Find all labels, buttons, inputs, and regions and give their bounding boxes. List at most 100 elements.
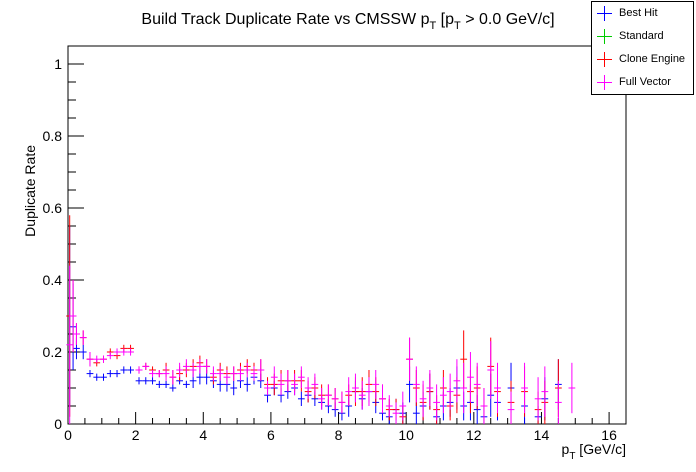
x-tick-label: 4: [199, 427, 207, 443]
data-point: [243, 362, 251, 378]
data-point: [120, 348, 128, 356]
data-point: [521, 362, 528, 414]
legend-label: Full Vector: [619, 76, 671, 88]
legend-marker-icon: [597, 6, 612, 21]
chart-title: Build Track Duplicate Rate vs CMSSW pT […: [141, 11, 554, 32]
data-point: [79, 330, 87, 345]
y-axis-label: Duplicate Rate: [22, 145, 38, 237]
x-axis-label: pT [GeV/c]: [562, 441, 626, 462]
plot-axes: [67, 45, 627, 425]
data-point: [480, 388, 488, 424]
data-point: [291, 373, 298, 396]
plot-frame: [67, 45, 627, 425]
legend-marker-icon: [597, 52, 612, 67]
data-point: [210, 366, 217, 381]
data-point: [162, 380, 170, 388]
data-point: [182, 380, 190, 388]
y-tick-label: 0.6: [43, 200, 63, 216]
axis-ticks: 0 2 4 6 8 10 12 14 16 0 0.2 0.4 0.6 0.8 1: [43, 45, 627, 443]
data-point: [73, 323, 80, 345]
data-point: [379, 384, 386, 414]
data-point: [284, 370, 292, 392]
data-point: [264, 380, 271, 396]
data-point: [155, 380, 163, 388]
data-point: [230, 366, 238, 381]
data-point: [237, 366, 244, 381]
data-point: [270, 366, 278, 388]
data-point: [473, 362, 481, 406]
data-point: [155, 370, 163, 378]
data-point: [419, 380, 427, 417]
data-point: [453, 359, 461, 403]
y-tick-label: 0: [54, 416, 62, 432]
y-tick-label: 0.8: [43, 128, 63, 144]
data-point: [135, 366, 143, 374]
legend-item-best-hit: Best Hit: [592, 4, 693, 26]
data-point: [169, 370, 177, 385]
data-point: [127, 348, 134, 356]
data-point: [86, 370, 94, 378]
data-point: [534, 377, 542, 421]
data-point: [203, 359, 211, 374]
data-point: [182, 359, 190, 374]
data-point: [100, 355, 107, 363]
y-tick-label: 1: [54, 56, 62, 72]
data-point: [372, 370, 380, 399]
data-point: [243, 377, 251, 392]
data-point: [568, 362, 576, 414]
data-point: [433, 384, 440, 421]
data-point: [223, 370, 231, 385]
series-clone-engine: [66, 215, 562, 424]
data-point: [250, 366, 258, 381]
data-point: [149, 377, 156, 385]
legend-item-clone-engine: Clone Engine: [592, 50, 693, 72]
data-point: [460, 362, 468, 414]
data-point: [169, 384, 177, 392]
data-point: [257, 359, 265, 381]
data-point: [318, 388, 326, 410]
data-point: [277, 373, 285, 396]
legend-marker-icon: [597, 29, 612, 44]
data-point: [385, 395, 393, 417]
data-point: [113, 370, 121, 378]
data-point: [142, 362, 150, 370]
data-point: [69, 280, 77, 352]
data-point: [297, 391, 305, 406]
data-point: [93, 355, 101, 363]
data-point: [446, 373, 454, 410]
data-point: [149, 370, 156, 378]
y-tick-label: 0.4: [43, 272, 63, 288]
data-point: [406, 337, 413, 381]
data-point: [507, 391, 515, 424]
data-point: [230, 380, 238, 396]
legend-item-standard: Standard: [592, 27, 693, 49]
data-point: [541, 366, 549, 417]
legend-label: Standard: [619, 30, 664, 42]
data-point: [331, 388, 339, 410]
data-point: [127, 366, 134, 374]
data-point: [135, 377, 143, 385]
series-best-hit: [66, 226, 562, 424]
data-point: [93, 373, 101, 381]
data-point: [297, 366, 305, 388]
data-point: [487, 341, 495, 399]
data-point: [365, 377, 373, 406]
x-tick-label: 10: [398, 427, 414, 443]
series-full-vector: [66, 265, 576, 424]
data-point: [216, 366, 224, 381]
data-point: [358, 380, 366, 410]
y-tick-label: 0.2: [43, 344, 63, 360]
data-point: [399, 391, 407, 421]
x-tick-label: 16: [601, 427, 617, 443]
legend-marker-icon: [597, 75, 612, 90]
chart-legend: Best Hit Standard Clone Engine Full Vect…: [591, 1, 694, 95]
data-point: [106, 370, 114, 378]
legend-item-full-vector: Full Vector: [592, 73, 693, 95]
data-point: [412, 366, 420, 403]
data-point: [352, 373, 359, 403]
data-point: [338, 391, 346, 414]
data-point: [196, 359, 204, 374]
data-point: [345, 377, 353, 406]
data-point: [100, 373, 107, 381]
